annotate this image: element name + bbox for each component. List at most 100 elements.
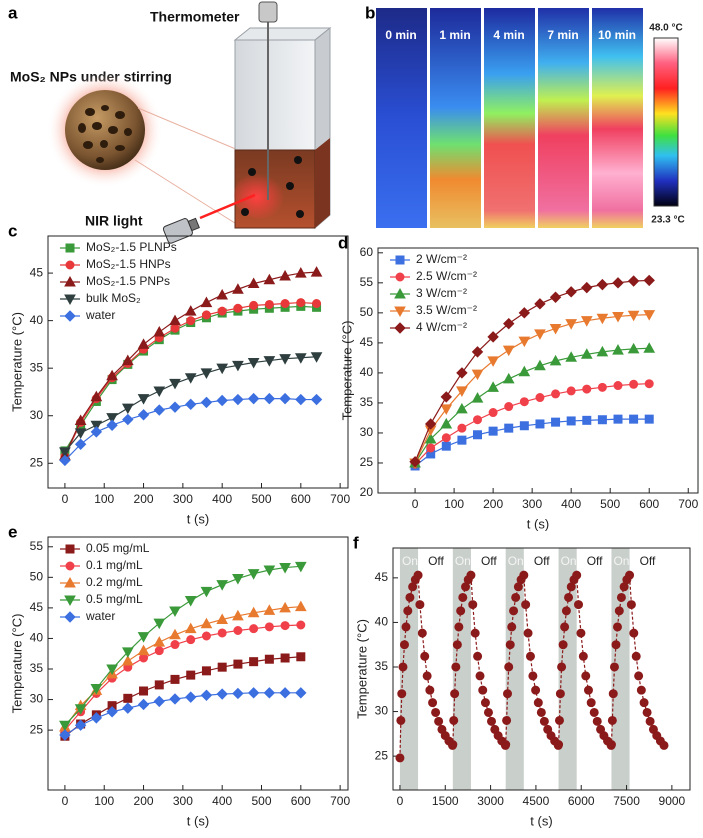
chart: 0 100 200 300 400 500 600 700 25 30 35 40 45 t (s) Tem…	[8, 221, 350, 526]
marker	[169, 401, 181, 413]
panel-label: c	[8, 221, 17, 240]
x-tick-label: 500	[251, 492, 271, 506]
chart: 0 100 200 300 400 500 600 700 25 30 35 40 45 50 55 t (s…	[8, 522, 350, 828]
marker	[312, 299, 322, 309]
marker	[399, 640, 409, 650]
legend-label: 0.5 mg/mL	[86, 592, 143, 606]
thermal-image	[430, 8, 481, 228]
x-tick-label: 3000	[477, 794, 504, 808]
marker	[200, 617, 213, 629]
plot-frame	[392, 547, 691, 791]
marker	[613, 381, 623, 391]
marker	[518, 365, 531, 377]
marker	[643, 342, 656, 353]
marker	[645, 716, 655, 726]
x-tick-label: 400	[212, 492, 232, 506]
marker	[233, 303, 243, 313]
marker	[566, 386, 576, 396]
marker	[471, 392, 484, 403]
marker	[200, 296, 213, 308]
marker	[531, 685, 541, 695]
marker	[440, 391, 452, 403]
time-label: 1 min	[439, 28, 470, 42]
zoom-line	[134, 159, 239, 226]
off-label: Off	[587, 554, 603, 568]
marker	[554, 740, 564, 750]
thermal-image	[592, 8, 643, 228]
marker	[456, 606, 466, 616]
y-tick-label: 20	[360, 485, 374, 499]
marker	[509, 606, 519, 616]
x-tick-label: 4500	[523, 794, 550, 808]
y-tick-label: 35	[375, 659, 389, 673]
y-tick-label: 40	[375, 615, 389, 629]
y-axis-label: Temperature (°C)	[339, 321, 354, 421]
x-tick-label: 9000	[659, 794, 686, 808]
marker	[216, 363, 229, 375]
marker	[137, 338, 150, 349]
marker	[106, 664, 118, 676]
marker	[417, 628, 427, 638]
marker	[200, 368, 213, 379]
y-tick-label: 35	[30, 661, 44, 675]
marker	[232, 687, 244, 700]
marker	[507, 622, 517, 632]
marker	[431, 707, 441, 717]
box-top	[233, 27, 332, 41]
y-tick-label: 30	[375, 704, 389, 718]
marker	[519, 570, 529, 580]
marker	[121, 403, 134, 415]
marker	[425, 685, 435, 695]
marker	[59, 729, 71, 741]
marker	[279, 392, 291, 405]
plot-frame	[47, 536, 349, 791]
marker	[249, 300, 259, 310]
marker	[398, 662, 408, 672]
marker	[580, 348, 593, 359]
marker	[74, 414, 87, 425]
marker	[247, 606, 260, 618]
marker	[201, 310, 211, 320]
marker	[263, 687, 276, 699]
marker	[106, 413, 118, 424]
x-tick-label: 200	[134, 794, 154, 808]
x-tick-label: 0	[397, 794, 404, 808]
marker	[502, 372, 515, 384]
x-tick-label: 7500	[613, 794, 640, 808]
series-line	[64, 692, 301, 736]
marker	[170, 674, 180, 684]
marker	[448, 740, 458, 750]
marker	[185, 398, 197, 411]
marker	[612, 277, 624, 289]
marker	[607, 715, 617, 725]
marker	[535, 393, 545, 403]
light-label: NIR light	[85, 213, 143, 229]
marker	[397, 689, 407, 699]
marker	[247, 687, 260, 699]
marker	[487, 331, 499, 343]
marker	[549, 291, 562, 303]
marker	[279, 354, 291, 365]
x-tick-label: 400	[212, 794, 232, 808]
legend-label: 0.05 mg/mL	[86, 541, 150, 555]
marker	[59, 720, 71, 732]
marker	[279, 687, 291, 699]
y-tick-label: 40	[360, 365, 374, 379]
x-tick-label: 700	[330, 794, 350, 808]
marker	[90, 684, 103, 695]
legend-label: 2 W/cm⁻²	[416, 252, 467, 266]
marker	[518, 307, 531, 319]
marker	[644, 379, 654, 389]
marker	[403, 606, 413, 616]
marker	[139, 653, 149, 663]
marker	[74, 704, 87, 715]
marker	[634, 671, 644, 681]
x-tick-label: 0	[62, 794, 69, 808]
marker	[263, 392, 276, 405]
legend-label: MoS₂-1.5 HNPs	[86, 257, 171, 271]
scale-min: 23.3 °C	[651, 215, 684, 226]
time-label: 10 min	[598, 28, 636, 42]
marker	[631, 651, 641, 661]
marker	[566, 416, 576, 426]
marker	[294, 600, 307, 612]
